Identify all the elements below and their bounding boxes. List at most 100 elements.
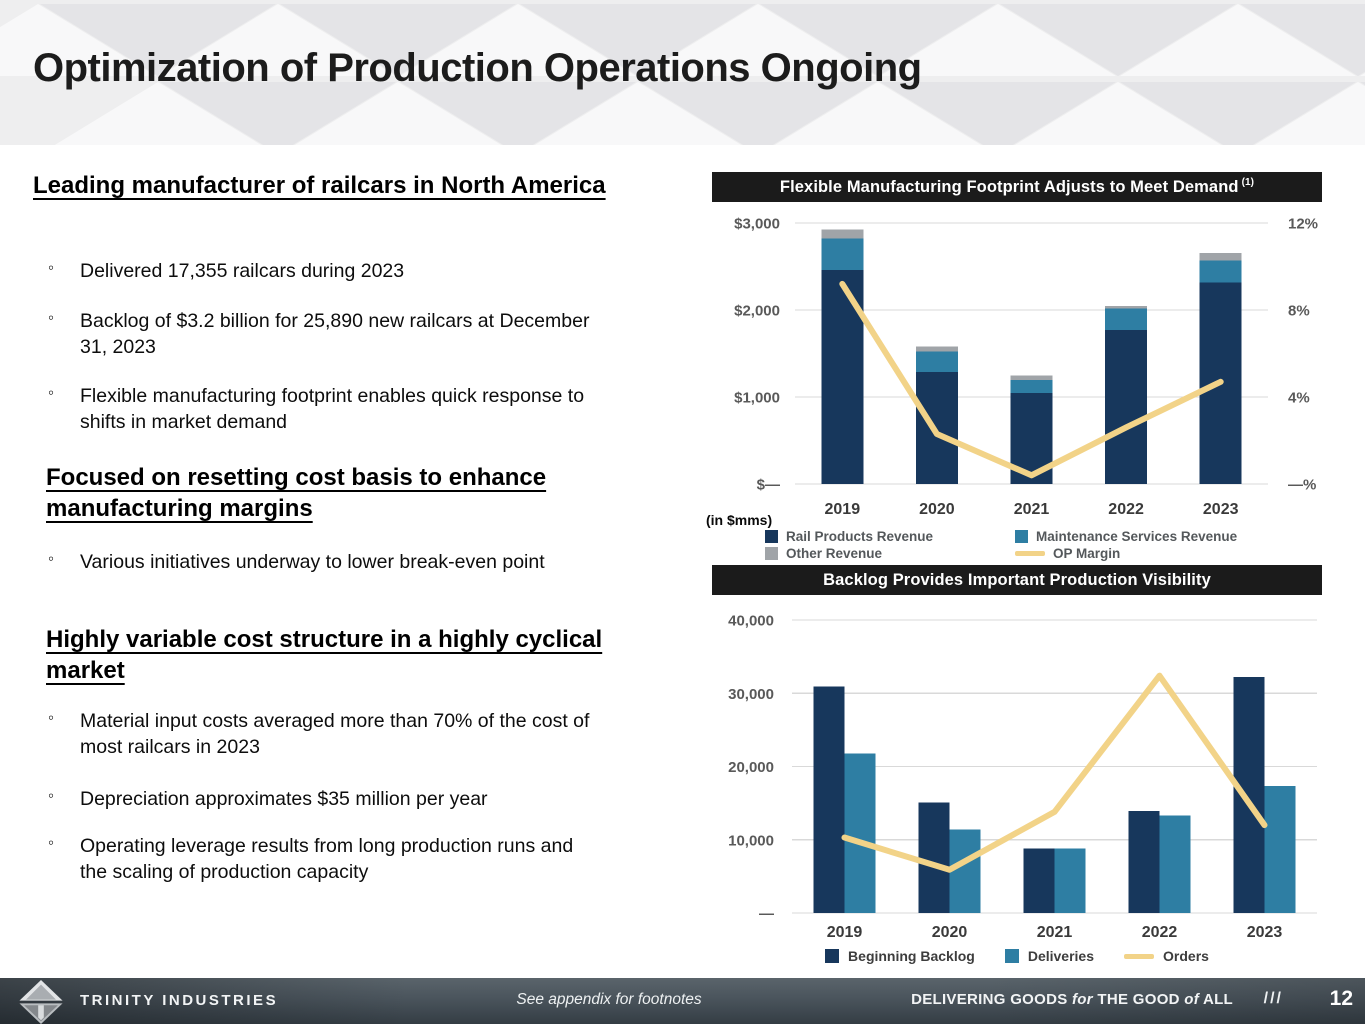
footer-bar: TRINITY INDUSTRIES See appendix for foot… [0, 978, 1365, 1024]
appendix-note: See appendix for footnotes [516, 991, 702, 1008]
bullet-marker: ◦ [48, 383, 55, 402]
y-axis-tick-label: 40,000 [728, 613, 774, 630]
bullet-item: ◦ Various initiatives underway to lower … [33, 549, 590, 575]
left-panel: Leading manufacturer of railcars in Nort… [33, 145, 705, 975]
legend-label: Deliveries [1027, 948, 1095, 964]
x-axis-label: 2023 [1203, 501, 1239, 518]
legend-item: Maintenance Services Revenue [1015, 529, 1237, 544]
triangle-pattern-icon [0, 4, 156, 76]
bullet-text: Operating leverage results from long pro… [80, 835, 574, 883]
bar-segment [915, 346, 958, 352]
backlog-chart-block: Backlog Provides Important Production Vi… [712, 565, 1322, 964]
legend-swatch-beginning-backlog [825, 949, 840, 963]
section-heading-3: Highly variable cost structure in a high… [46, 626, 603, 684]
revenue-chart-block: Flexible Manufacturing Footprint Adjusts… [706, 172, 1322, 561]
footer-content: TRINITY INDUSTRIES See appendix for foot… [0, 978, 1365, 1024]
triangle-pattern-icon [1000, 82, 1236, 145]
legend-swatch-deliveries [1004, 949, 1019, 963]
bar-segment [915, 372, 958, 484]
triangle-pattern-icon [40, 82, 276, 145]
bar [1159, 815, 1191, 913]
page-title: Optimization of Production Operations On… [33, 46, 922, 90]
legend-item: Beginning Backlog [825, 948, 975, 964]
header-pattern [0, 0, 1365, 145]
bullet-marker: ◦ [48, 708, 55, 727]
triangle-pattern-icon [1360, 82, 1365, 145]
bar [1264, 785, 1296, 913]
header-band: Optimization of Production Operations On… [0, 0, 1365, 145]
y-axis-tick-label: $— [757, 477, 780, 494]
bar-segment [821, 229, 864, 239]
page-number: 12 [1329, 987, 1353, 1010]
bar [1128, 811, 1160, 913]
bar-segment [1199, 253, 1242, 261]
legend-item: OP Margin [1015, 546, 1120, 561]
bar [1054, 848, 1086, 913]
x-axis-label: 2020 [932, 924, 968, 941]
backlog-chart-legend: Beginning Backlog Deliveries Orders [712, 948, 1322, 964]
bullet-item: ◦ Backlog of $3.2 billion for 25,890 new… [33, 308, 590, 360]
legend-item: Other Revenue [765, 546, 882, 561]
trinity-logo-icon [19, 979, 63, 1024]
triangle-pattern-icon [400, 4, 636, 76]
bar-segment [1199, 260, 1242, 283]
revenue-chart-title: Flexible Manufacturing Footprint Adjusts… [779, 177, 1239, 196]
triangle-pattern-icon [280, 82, 516, 145]
backlog-chart-title: Backlog Provides Important Production Vi… [823, 570, 1211, 589]
triangle-pattern-icon [1120, 4, 1356, 76]
bullet-marker: ◦ [48, 308, 55, 327]
trend-line [841, 672, 1268, 873]
bullet-text: Material input costs averaged more than … [80, 710, 590, 758]
bullet-item: ◦ Delivered 17,355 railcars during 2023 [33, 258, 590, 284]
x-axis-label: 2022 [1108, 501, 1144, 518]
bar-segment [821, 238, 864, 270]
legend-label: Maintenance Services Revenue [1036, 529, 1238, 544]
bullet-marker: ◦ [48, 549, 55, 568]
legend-swatch-other [765, 547, 778, 560]
legend-swatch-orders [1124, 953, 1155, 959]
x-axis-label: 2021 [1014, 501, 1050, 518]
bullet-item: ◦ Operating leverage results from long p… [33, 833, 590, 885]
triangle-pattern-icon [880, 4, 1116, 76]
bullet-text: Delivered 17,355 railcars during 2023 [80, 260, 405, 282]
triangle-pattern-icon [1360, 4, 1365, 76]
units-note: (in $mms) [706, 512, 773, 528]
bullet-text: Flexible manufacturing footprint enables… [80, 385, 585, 433]
bullet-item: ◦ Flexible manufacturing footprint enabl… [33, 383, 590, 435]
legend-swatch-maintenance [1015, 530, 1028, 543]
bar-segment [915, 351, 958, 373]
trend-line [839, 280, 1224, 479]
legend-swatch-op-margin [1015, 551, 1045, 556]
x-axis-label: 2021 [1037, 924, 1073, 941]
legend-label: Other Revenue [786, 546, 883, 561]
revenue-chart: $3,000 12% $2,000 8% $1,000 4% $— —% 2019 2020 202… [712, 202, 1322, 529]
bar-segment [1010, 380, 1053, 394]
y-axis-tick-label: $3,000 [734, 216, 780, 233]
bullet-text: Various initiatives underway to lower br… [80, 551, 545, 573]
legend-item: Deliveries [1004, 948, 1095, 964]
right-axis-tick-label: —% [1288, 477, 1316, 494]
company-name: TRINITY INDUSTRIES [80, 992, 279, 1009]
triangle-pattern-icon [1240, 4, 1365, 76]
triangle-pattern-icon [520, 82, 756, 145]
x-axis-label: 2019 [825, 501, 861, 518]
triangle-pattern-icon [640, 4, 876, 76]
footer-tagline: DELIVERING GOODS for THE GOOD of ALL [911, 991, 1233, 1008]
legend-label: Orders [1163, 948, 1209, 964]
x-axis-label: 2020 [919, 501, 955, 518]
legend-swatch-rail-products [765, 530, 778, 543]
bullet-marker: ◦ [48, 833, 55, 852]
section-heading-2: Focused on resetting cost basis to enhan… [46, 464, 547, 522]
x-axis-label: 2022 [1142, 924, 1178, 941]
legend-item: Orders [1124, 948, 1209, 964]
legend-label: Beginning Backlog [848, 948, 975, 964]
right-axis-tick-label: 12% [1288, 216, 1318, 233]
bar-segment [1105, 308, 1148, 331]
bullet-marker: ◦ [48, 786, 55, 805]
triangle-pattern-icon [760, 82, 996, 145]
legend-item: Rail Products Revenue [765, 529, 933, 544]
right-axis-tick-label: 8% [1288, 303, 1310, 320]
y-axis-tick-label: $2,000 [734, 303, 780, 320]
y-axis-tick-label: — [759, 906, 774, 923]
